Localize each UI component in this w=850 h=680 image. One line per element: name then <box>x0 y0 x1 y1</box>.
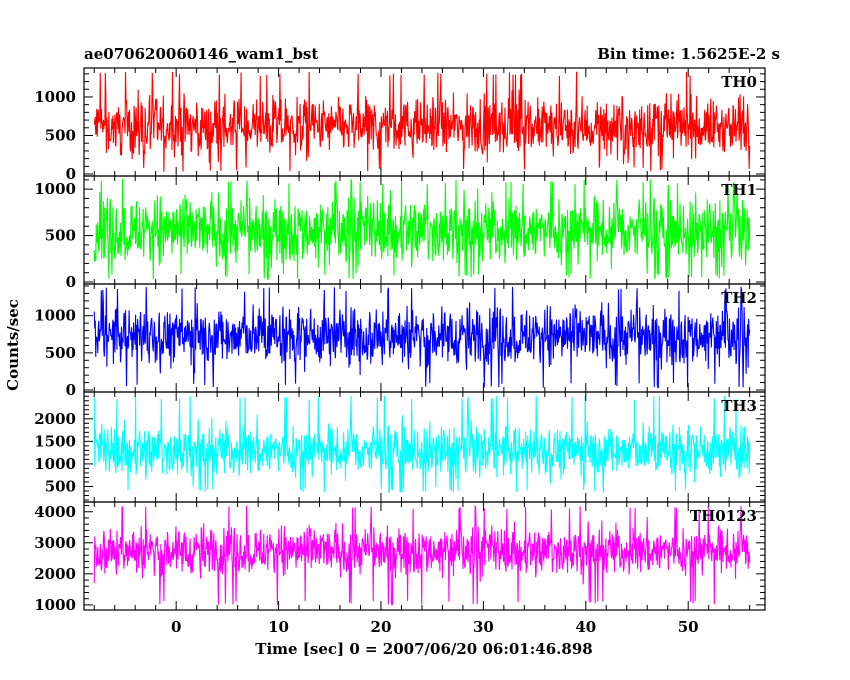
series-label-th3: TH3 <box>721 397 757 415</box>
x-tick-label: 0 <box>171 618 181 636</box>
y-tick-label: 1000 <box>34 455 76 473</box>
x-tick-label: 20 <box>371 618 392 636</box>
series-label-th1: TH1 <box>721 181 757 199</box>
y-tick-label: 0 <box>66 273 76 291</box>
y-tick-label: 500 <box>45 344 76 362</box>
y-tick-label: 2000 <box>34 565 76 583</box>
chart-title-right: Bin time: 1.5625E-2 s <box>597 45 780 63</box>
series-label-th2: TH2 <box>721 289 757 307</box>
y-tick-label: 3000 <box>34 534 76 552</box>
panels-group: TH005001000TH105001000TH205001000TH35001… <box>34 67 766 636</box>
y-tick-label: 1000 <box>34 307 76 325</box>
x-tick-label: 50 <box>678 618 699 636</box>
series-line-th3 <box>93 395 751 494</box>
series-line-th2 <box>93 286 751 389</box>
y-tick-label: 0 <box>66 165 76 183</box>
y-tick-label: 1000 <box>34 596 76 614</box>
x-tick-label: 40 <box>575 618 596 636</box>
y-tick-label: 1000 <box>34 180 76 198</box>
y-tick-label: 1500 <box>34 432 76 450</box>
series-line-th0 <box>93 71 751 172</box>
series-line-th1 <box>93 179 751 281</box>
y-tick-label: 2000 <box>34 410 76 428</box>
y-axis-label: Counts/sec <box>4 299 22 391</box>
y-tick-label: 500 <box>45 477 76 495</box>
panel-frame-th0123 <box>83 501 766 611</box>
y-tick-label: 0 <box>66 381 76 399</box>
x-tick-label: 10 <box>268 618 289 636</box>
x-axis-label: Time [sec] 0 = 2007/06/20 06:01:46.898 <box>255 640 592 658</box>
y-tick-label: 1000 <box>34 88 76 106</box>
series-label-th0123: TH0123 <box>690 507 757 525</box>
chart-title-left: ae070620060146_wam1_bst <box>84 45 318 63</box>
x-tick-label: 30 <box>473 618 494 636</box>
series-label-th0: TH0 <box>721 73 757 91</box>
y-tick-label: 500 <box>45 126 76 144</box>
y-tick-label: 4000 <box>34 503 76 521</box>
y-tick-label: 500 <box>45 227 76 245</box>
series-line-th0123 <box>93 505 751 606</box>
